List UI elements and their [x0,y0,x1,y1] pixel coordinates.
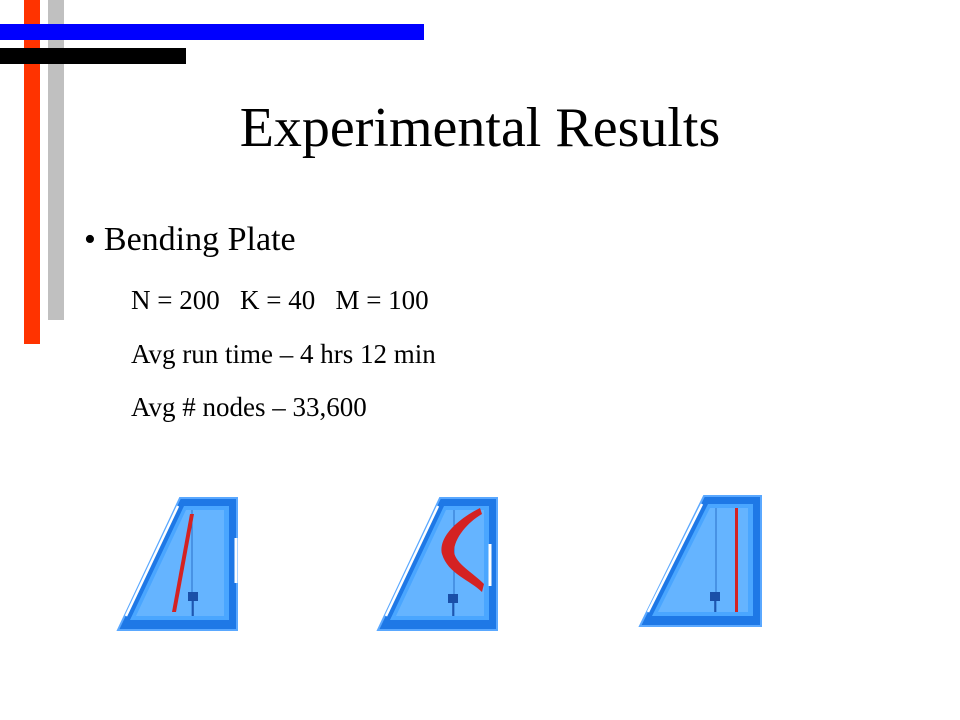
bullet-dot: • [84,221,96,258]
bending-plate-render-straight [116,497,238,631]
bullet-item: • Bending Plate [84,216,296,264]
slide-title: Experimental Results [239,97,721,159]
decor-bar-blue [0,24,424,40]
decor-bar-gray [48,0,64,320]
decor-bar-black [0,48,186,64]
bullet-text: Bending Plate [103,221,296,258]
bending-plate-render-edge [638,495,762,627]
decor-bar-red [24,0,40,344]
detail-parameters: N = 200 K = 40 M = 100 [131,285,429,315]
bending-plate-render-curled [376,497,498,631]
detail-run-time: Avg run time – 4 hrs 12 min [131,339,436,369]
detail-node-count: Avg # nodes – 33,600 [131,392,367,422]
